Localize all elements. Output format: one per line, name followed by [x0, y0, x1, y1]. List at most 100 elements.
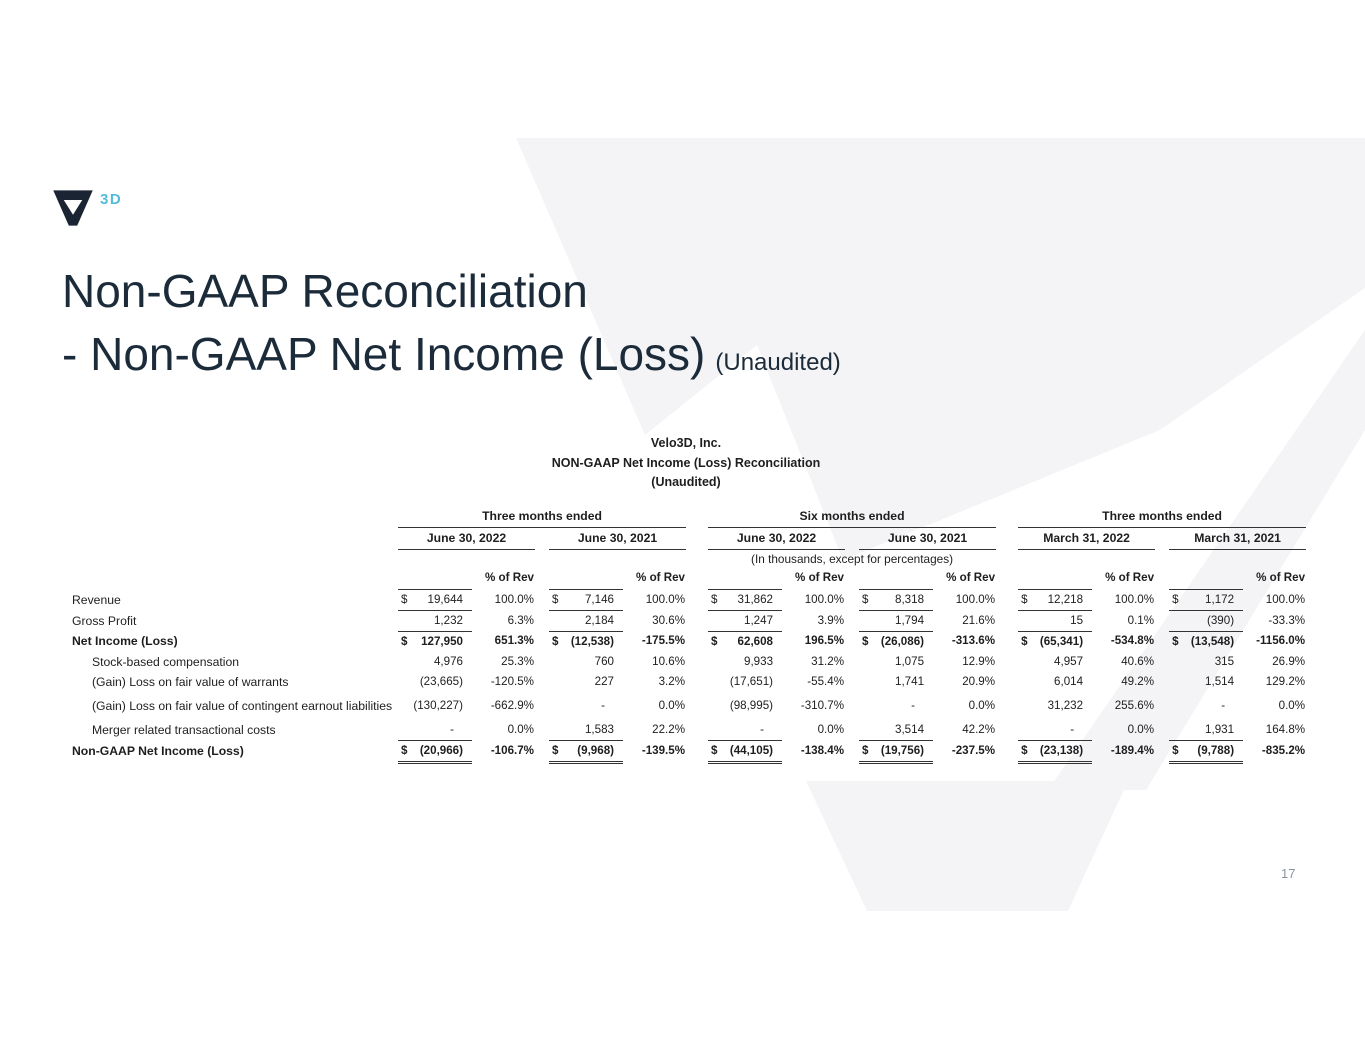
percent-cell: 0.1%: [1127, 613, 1155, 627]
currency-symbol: $: [401, 743, 408, 757]
percent-cell: -33.3%: [1268, 613, 1306, 627]
column-gap: [535, 589, 549, 610]
amount-value: 1,931: [1205, 722, 1235, 736]
percent-cell: 12.9%: [962, 654, 996, 668]
column-gap: [996, 610, 1018, 631]
currency-symbol: $: [711, 743, 718, 757]
amount-cell: 1,741: [859, 672, 933, 692]
amount-cell: 1,931: [1169, 719, 1244, 741]
currency-symbol: $: [862, 634, 869, 648]
row-label: (Gain) Loss on fair value of contingent …: [92, 698, 393, 713]
percent-cell: 0.0%: [968, 698, 996, 712]
period-header: June 30, 2022: [708, 527, 846, 550]
column-gap: [845, 652, 859, 672]
percent-cell: -139.5%: [641, 744, 686, 757]
page-title: Non-GAAP Reconciliation - Non-GAAP Net I…: [62, 260, 841, 394]
pct-of-rev-header: % of Rev: [795, 571, 845, 585]
amount-cell: (130,227): [398, 692, 472, 720]
pct-of-rev-header: % of Rev: [485, 571, 534, 585]
table-row: Net Income (Loss) $127,950 651.3% $ (12,538)…: [66, 631, 1306, 652]
currency-symbol: $: [401, 592, 408, 606]
period-header: June 30, 2021: [549, 527, 687, 550]
amount-value: (20,966): [419, 743, 463, 757]
amount-cell: 1,075: [859, 652, 933, 672]
amount-value: 227: [594, 674, 614, 688]
percent-cell: 100.0%: [1114, 592, 1155, 606]
row-label: Stock-based compensation: [92, 654, 240, 669]
pct-of-rev-header: % of Rev: [1256, 571, 1306, 585]
amount-value: -: [760, 722, 765, 736]
amount-cell: $ (9,968): [549, 740, 623, 764]
percent-cell: 0.0%: [1278, 698, 1306, 712]
percent-cell: -138.4%: [800, 744, 845, 757]
financial-table: Velo3D, Inc. NON-GAAP Net Income (Loss) …: [66, 434, 1307, 764]
amount-value: -: [601, 698, 605, 712]
amount-value: -: [911, 698, 916, 712]
column-gap: [996, 631, 1018, 652]
percent-cell: 0.0%: [507, 722, 534, 736]
percent-cell: 49.2%: [1121, 674, 1155, 688]
column-gap: [996, 740, 1018, 762]
column-gap: [996, 589, 1018, 610]
velo3d-logo-icon: [53, 190, 93, 226]
amount-value: -: [1070, 722, 1075, 736]
amount-cell: (98,995): [708, 692, 782, 720]
table-row: (Gain) Loss on fair value of warrants (23…: [66, 672, 1306, 692]
amount-value: 6,014: [1054, 674, 1084, 688]
column-gap: [845, 589, 859, 610]
percent-cell: 26.9%: [1272, 654, 1306, 668]
reconciliation-table: Three months ended Six months ended Thre…: [66, 505, 1307, 764]
percent-cell: 164.8%: [1265, 722, 1306, 736]
group-header: Three months ended: [398, 505, 687, 528]
amount-value: (19,756): [880, 743, 925, 757]
row-label: Net Income (Loss): [72, 634, 178, 649]
amount-cell: $7,146: [549, 589, 623, 611]
row-label: (Gain) Loss on fair value of warrants: [92, 674, 289, 689]
amount-value: 4,957: [1054, 654, 1084, 668]
column-gap: [1155, 692, 1169, 720]
pct-header-row: % of Rev % of Rev % of Rev % of Rev % of…: [66, 567, 1306, 590]
amount-cell: $ (20,966): [398, 740, 472, 764]
percent-cell: 30.6%: [652, 613, 686, 627]
column-gap: [686, 672, 708, 692]
table-title: NON-GAAP Net Income (Loss) Reconciliatio…: [551, 455, 821, 470]
amount-value: 8,318: [895, 592, 925, 606]
column-gap: [845, 692, 859, 720]
amount-cell: $ (13,548): [1169, 631, 1243, 652]
amount-value: (65,341): [1039, 634, 1084, 648]
column-gap: [686, 720, 708, 741]
amount-value: 31,862: [737, 592, 774, 606]
pct-of-rev-header: % of Rev: [1105, 571, 1155, 585]
amount-cell: (23,665): [398, 672, 472, 692]
amount-value: 62,608: [737, 634, 774, 648]
column-gap: [686, 652, 708, 672]
percent-cell: 40.6%: [1121, 654, 1155, 668]
column-gap: [996, 720, 1018, 741]
percent-cell: 20.9%: [962, 674, 996, 688]
column-gap: [845, 720, 859, 741]
column-gap: [845, 631, 859, 652]
column-gap: [686, 589, 708, 610]
amount-value: 1,583: [584, 722, 614, 736]
percent-cell: 42.2%: [962, 722, 996, 736]
percent-cell: 25.3%: [501, 654, 534, 668]
amount-cell: $ (19,756): [859, 740, 934, 764]
amount-cell: 1,514: [1169, 672, 1243, 692]
column-gap: [686, 692, 708, 720]
percent-cell: 100.0%: [1265, 592, 1306, 606]
group-header: Six months ended: [708, 505, 997, 528]
amount-cell: $8,318: [859, 589, 934, 611]
amount-cell: 6,014: [1018, 672, 1092, 692]
amount-cell: -: [708, 719, 783, 741]
amount-cell: 1,247: [708, 610, 783, 632]
thousands-note: (In thousands, except for percentages): [751, 551, 954, 566]
amount-value: 315: [1214, 654, 1235, 668]
currency-symbol: $: [552, 592, 559, 606]
amount-value: 1,247: [744, 613, 774, 627]
column-gap: [535, 720, 549, 741]
currency-symbol: $: [552, 634, 559, 648]
row-label: Merger related transactional costs: [92, 722, 276, 737]
amount-value: 1,172: [1205, 592, 1235, 606]
row-label: Non-GAAP Net Income (Loss): [72, 744, 244, 758]
column-gap: [845, 610, 859, 631]
